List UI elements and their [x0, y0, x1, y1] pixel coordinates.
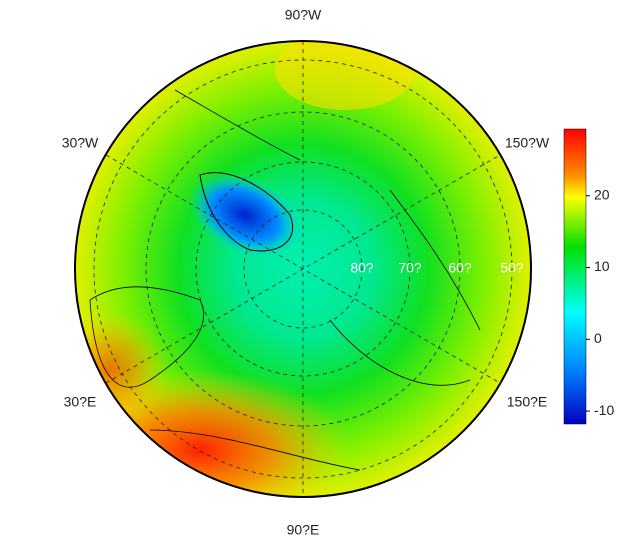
- tick-label: -10: [594, 402, 614, 418]
- colorbar: [563, 128, 587, 425]
- lon-label: 90?W: [285, 7, 322, 23]
- tick-label: 10: [594, 258, 610, 274]
- tick-label: 0: [594, 330, 602, 346]
- lon-label: 90?E: [287, 522, 320, 538]
- colorbar-ticks: -10 0 10 20: [586, 186, 614, 418]
- lon-label: 30?E: [64, 394, 97, 410]
- lat-label: 60?: [448, 260, 472, 276]
- map-border: [74, 40, 532, 498]
- lat-label: 70?: [398, 260, 422, 276]
- lon-label: 150?W: [505, 135, 550, 151]
- graticule: [93, 41, 513, 497]
- lon-label: 30?W: [62, 135, 99, 151]
- lat-label: 80?: [350, 260, 374, 276]
- field: [75, 41, 531, 497]
- lat-label: 50?: [500, 260, 524, 276]
- tick-label: 20: [594, 186, 610, 202]
- lat-labels: 80? 70? 60? 50?: [350, 260, 524, 276]
- lon-label: 150?E: [507, 394, 547, 410]
